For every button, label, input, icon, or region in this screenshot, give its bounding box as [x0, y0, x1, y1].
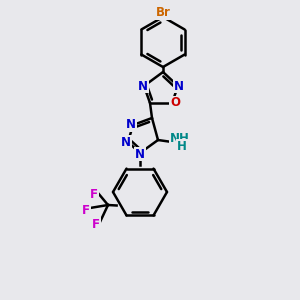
Text: H: H — [177, 140, 187, 152]
Text: N: N — [126, 118, 136, 131]
Text: F: F — [90, 188, 98, 202]
Text: O: O — [170, 97, 180, 110]
Text: N: N — [138, 80, 148, 92]
Text: N: N — [174, 80, 184, 92]
Text: NH: NH — [170, 133, 190, 146]
Text: N: N — [121, 136, 131, 148]
Text: F: F — [92, 218, 100, 230]
Text: F: F — [82, 203, 90, 217]
Text: N: N — [135, 148, 145, 160]
Text: Br: Br — [156, 7, 170, 20]
